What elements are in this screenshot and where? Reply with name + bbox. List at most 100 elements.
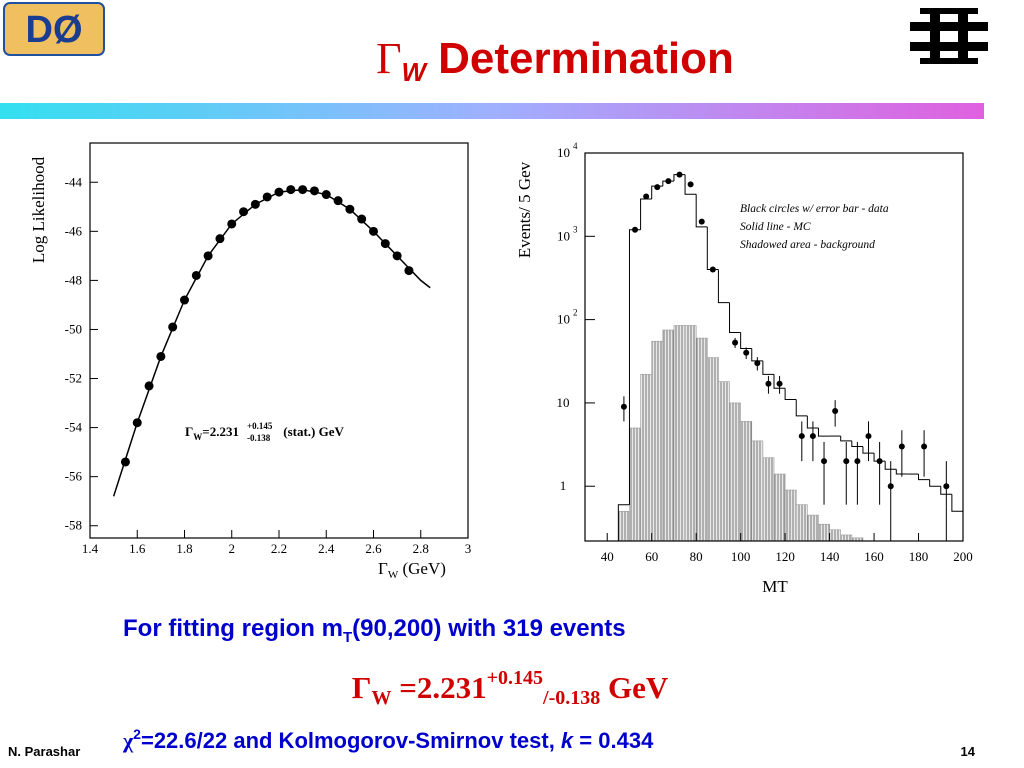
plot-frame xyxy=(89,142,469,539)
background-bin xyxy=(718,381,730,542)
data-point xyxy=(776,380,783,387)
result-text: =2.231 xyxy=(391,670,486,705)
y-tick-label: -56 xyxy=(65,469,83,484)
background-bin xyxy=(684,325,697,542)
x-tick-label: 200 xyxy=(953,549,973,564)
y-tick-label: -58 xyxy=(65,518,82,533)
mc-bin xyxy=(840,436,852,442)
background-bin xyxy=(640,374,653,542)
annot-subscript: W xyxy=(193,432,202,442)
mc-bin xyxy=(740,332,752,349)
x-label-subscript: W xyxy=(388,569,399,581)
data-point xyxy=(732,339,739,346)
y-tick-label: 10 3 xyxy=(557,224,578,243)
x-tick-label: 1.4 xyxy=(82,541,99,556)
background-bin xyxy=(840,534,853,542)
x-tick-label: 60 xyxy=(645,549,658,564)
legend-entry: Black circles w/ error bar - data xyxy=(740,203,889,215)
data-point xyxy=(676,171,683,178)
mc-bin xyxy=(862,446,875,454)
x-tick-label: 1.6 xyxy=(129,541,146,556)
likelihood-point xyxy=(309,186,319,196)
likelihood-point xyxy=(144,381,154,391)
legend-entry: Shadowed area - background xyxy=(740,239,875,251)
likelihood-chart: 1.4 1.6 1.8 2 2.2 2.4 2.6 2.8 3 -44 -46 -48 -50 -52 -5… xyxy=(29,142,471,581)
mc-bin xyxy=(773,374,786,389)
x-axis-label: ΓW (GeV) xyxy=(378,559,446,581)
slide-title: ΓW Determination xyxy=(376,34,734,87)
annot-minus: -0.138 xyxy=(247,433,271,443)
mc-bin xyxy=(929,479,941,487)
title-text: Determination xyxy=(438,34,734,83)
background-bin xyxy=(662,329,675,542)
fit-text: For fitting region m xyxy=(123,615,343,642)
data-point xyxy=(809,433,816,440)
x-tick-label: 2.8 xyxy=(413,541,429,556)
y-tick-label: -52 xyxy=(65,371,82,386)
x-tick-label: 1.8 xyxy=(176,541,192,556)
likelihood-point xyxy=(369,226,378,236)
fit-after: (90,200) with 319 events xyxy=(352,615,625,642)
y-tick-exponent: 4 xyxy=(573,141,578,151)
annot-symbol: Γ xyxy=(185,424,193,439)
logo-text: DØ xyxy=(26,9,83,51)
data-point xyxy=(887,483,894,490)
x-tick-label: 120 xyxy=(775,549,795,564)
y-tick-base: 10 xyxy=(557,145,570,160)
annot-text: =2.231 xyxy=(202,424,239,439)
x-tick-label: 80 xyxy=(690,549,703,564)
data-point xyxy=(632,226,639,233)
data-point xyxy=(943,483,950,490)
background-bin xyxy=(629,427,641,542)
y-tick-label: -48 xyxy=(65,272,82,287)
x-tick-label: 100 xyxy=(731,549,751,564)
data-point xyxy=(698,218,705,225)
likelihood-point xyxy=(345,204,355,214)
mc-bin xyxy=(895,469,908,475)
mc-bin xyxy=(684,174,697,195)
mc-bin xyxy=(706,226,719,270)
page-number: 14 xyxy=(961,744,976,759)
likelihood-point xyxy=(392,251,402,261)
footer-author: N. Parashar xyxy=(8,744,80,759)
mc-bin xyxy=(795,399,808,417)
annot-after: (stat.) GeV xyxy=(280,424,345,439)
background-bin xyxy=(807,514,819,542)
annot-plus: +0.145 xyxy=(247,421,273,431)
y-tick-label: -44 xyxy=(65,174,83,189)
fermilab-logo xyxy=(910,8,988,64)
d0-logo: DØ xyxy=(3,2,105,56)
data-point xyxy=(665,178,672,185)
x-axis-label: MT xyxy=(762,577,788,596)
fit-annotation: ΓW=2.231 +0.145 -0.138 (stat.) GeV xyxy=(185,421,345,443)
background-bin xyxy=(795,504,808,542)
y-tick-label: -50 xyxy=(65,321,82,336)
background-bin xyxy=(773,473,786,542)
likelihood-point xyxy=(215,234,225,244)
y-tick-base: 10 xyxy=(557,395,570,410)
chi-line: χ2=22.6/22 and Kolmogorov-Smirnov test, … xyxy=(122,726,654,753)
y-tick-label: -54 xyxy=(65,420,83,435)
background-bin xyxy=(762,457,775,542)
x-label-text: (GeV) xyxy=(398,559,446,578)
y-tick-base: 10 xyxy=(557,312,570,327)
likelihood-point xyxy=(203,251,213,261)
data-point xyxy=(620,403,627,410)
fit-subscript: T xyxy=(343,629,352,646)
data-point xyxy=(865,433,872,440)
background-bin xyxy=(651,340,664,542)
y-tick-exponent: 2 xyxy=(573,308,578,318)
background-bin xyxy=(695,337,708,542)
likelihood-point xyxy=(250,199,260,209)
y-tick-label: 1 xyxy=(560,478,567,493)
plot-frame xyxy=(584,152,964,542)
mc-bin xyxy=(940,486,952,495)
likelihood-curve xyxy=(112,188,431,497)
y-tick-label: 10 2 xyxy=(557,308,578,327)
fit-line: For fitting region mT(90,200) with 319 e… xyxy=(123,615,626,646)
likelihood-point xyxy=(120,457,130,467)
data-point xyxy=(921,443,928,450)
header-bar xyxy=(0,103,984,119)
result-symbol: Γ xyxy=(352,670,372,705)
background-bin xyxy=(751,440,764,542)
